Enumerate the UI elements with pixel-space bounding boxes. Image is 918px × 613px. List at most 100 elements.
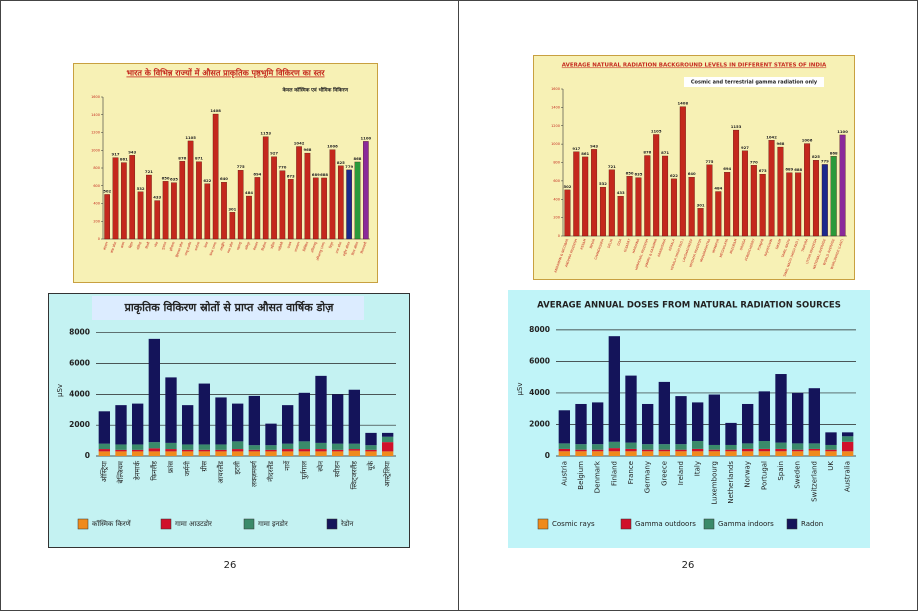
chart-title: प्राकृतिक विकिरण स्रोतों से प्राप्त औसत … <box>124 300 335 315</box>
bar-segment <box>575 403 587 445</box>
value-label: 650 <box>162 175 170 180</box>
x-tick-label: त्रिपुरा <box>328 241 334 249</box>
bar-segment <box>148 451 160 456</box>
bar-segment <box>625 448 637 452</box>
x-tick-label: मध्य प्रदेश <box>226 241 234 254</box>
bar-segment <box>608 441 620 449</box>
bar-segment <box>792 451 804 456</box>
bar-segment <box>265 449 277 452</box>
x-tick-label: मेघालय <box>252 241 259 251</box>
bar-segment <box>232 451 244 456</box>
value-label: 779 <box>821 158 829 163</box>
bar-segment <box>365 451 377 456</box>
y-tick-label: 800 <box>553 161 560 165</box>
x-tick-label: DELHI <box>607 238 614 248</box>
value-label: 635 <box>170 177 178 182</box>
bar-segment <box>182 405 194 445</box>
bar-segment <box>348 389 360 444</box>
value-label: 688 <box>320 172 328 177</box>
x-tick-label: ऑस्ट्रिया <box>99 461 108 482</box>
x-tick-label: जम्मू-कश्मीर <box>184 241 193 256</box>
bar-segment <box>348 450 360 456</box>
bar-segment <box>558 443 570 449</box>
bar <box>137 191 144 240</box>
bar-segment <box>558 451 570 456</box>
bar-segment <box>115 444 127 450</box>
bar-segment <box>165 451 177 456</box>
bar-segment <box>148 442 160 449</box>
bar <box>279 170 286 240</box>
bar-segment <box>608 336 620 442</box>
value-label: 1006 <box>327 144 338 149</box>
bar-segment <box>282 451 294 456</box>
bar-segment <box>625 451 637 456</box>
bar-segment <box>692 402 704 442</box>
y-tick-label: 1200 <box>551 124 560 128</box>
x-tick-label: ग्रीस <box>199 461 208 472</box>
x-tick-label: पुर्तगाल <box>299 461 308 480</box>
y-axis-label: μSv <box>56 384 64 397</box>
x-tick-label: Australia <box>844 461 852 492</box>
legend-swatch <box>703 518 715 530</box>
bar <box>254 177 261 240</box>
title-box <box>92 296 364 320</box>
y-tick-label: 4000 <box>529 388 550 397</box>
value-label: 301 <box>228 206 236 211</box>
value-label: 689 <box>785 167 793 172</box>
bar-segment <box>332 443 344 450</box>
bar-segment <box>282 405 294 444</box>
bar-segment <box>775 451 787 456</box>
x-tick-label: PONDICHERRY <box>744 238 756 261</box>
value-label: 943 <box>128 149 136 154</box>
x-tick-label: आंध्र प्रदेश <box>110 241 118 254</box>
value-label: 1105 <box>185 135 196 140</box>
bar-segment <box>365 432 377 446</box>
y-tick-label: 8000 <box>529 325 550 334</box>
legend-label: Cosmic rays <box>552 520 595 528</box>
bar-segment <box>215 444 227 450</box>
bar-segment <box>575 451 587 456</box>
bar <box>617 196 624 237</box>
x-tick-label: SIKKIM <box>775 238 783 250</box>
x-tick-label: राजस्थान <box>294 241 301 252</box>
bar <box>750 165 757 237</box>
value-label: 1408 <box>210 108 221 113</box>
value-label: 871 <box>195 156 203 161</box>
y-tick-label: 600 <box>553 179 560 183</box>
bar-segment <box>215 449 227 452</box>
bar-segment <box>658 449 670 452</box>
bar-segment <box>115 449 127 452</box>
bar-segment <box>265 423 277 446</box>
x-tick-label: फिनलैंड <box>149 461 158 481</box>
y-tick-label: 800 <box>93 166 100 170</box>
legend-label: Radon <box>801 520 823 528</box>
bar <box>321 177 327 240</box>
value-label: 622 <box>203 178 211 183</box>
y-tick-label: 400 <box>93 202 100 206</box>
x-tick-label: BIHAR <box>589 238 596 249</box>
y-tick-label: 200 <box>93 219 100 223</box>
bar-segment <box>825 432 837 445</box>
value-label: 484 <box>245 190 253 195</box>
value-label: 721 <box>145 169 153 174</box>
bar <box>304 152 311 240</box>
value-label: 502 <box>563 184 571 189</box>
bar-segment <box>198 449 210 452</box>
value-label: 1042 <box>766 134 777 139</box>
bar-segment <box>642 449 654 452</box>
bar-segment <box>675 451 687 456</box>
y-tick-label: 8000 <box>69 328 90 337</box>
bar-segment <box>792 443 804 450</box>
bar-segment <box>182 449 194 452</box>
bar <box>363 141 369 240</box>
bar-segment <box>725 451 737 456</box>
bar-segment <box>642 403 654 445</box>
x-tick-label: Denmark <box>594 460 602 493</box>
x-tick-label: PUNJAB <box>757 238 765 251</box>
bar-segment <box>842 441 854 452</box>
bar-segment <box>298 449 310 452</box>
x-tick-label: Germany <box>644 461 652 493</box>
x-tick-label: जर्मनी <box>183 461 192 476</box>
value-label: 868 <box>354 156 362 161</box>
y-tick-label: 6000 <box>69 359 90 368</box>
